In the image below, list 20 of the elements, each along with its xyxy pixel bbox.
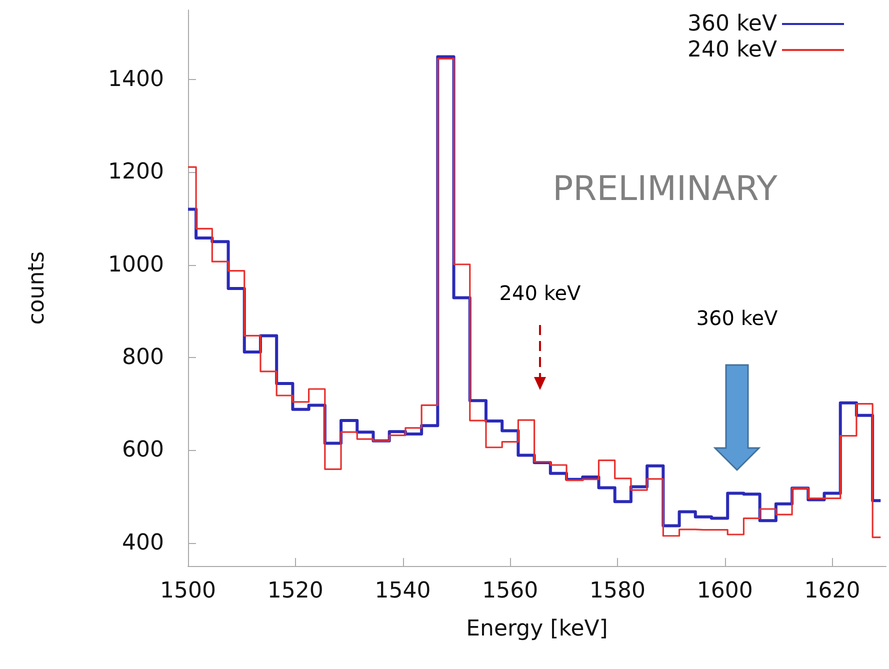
x-tick-label: 1560 (482, 578, 538, 604)
x-tick-label: 1540 (374, 578, 431, 604)
x-tick-label: 1580 (590, 578, 646, 604)
y-tick-label: 400 (122, 530, 164, 556)
y-tick-label: 1000 (108, 252, 164, 278)
x-tick-label: 1620 (804, 578, 860, 604)
annotation: 240 keV (499, 281, 582, 305)
y-axis-title: counts (24, 251, 50, 325)
annotation: 360 keV (696, 306, 778, 330)
legend-label: 240 keV (687, 38, 777, 62)
x-tick-label: 1500 (160, 578, 216, 604)
y-tick-label: 800 (122, 345, 164, 370)
x-tick-label: 1600 (696, 578, 753, 604)
x-tick-label: 1520 (267, 578, 324, 604)
x-axis-title: Energy [keV] (466, 616, 608, 642)
y-tick-label: 1400 (108, 67, 164, 92)
legend-label: 360 keV (687, 12, 777, 36)
annotation: PRELIMINARY (552, 169, 778, 209)
y-tick-label: 1200 (108, 160, 164, 185)
y-tick-label: 600 (122, 438, 164, 463)
